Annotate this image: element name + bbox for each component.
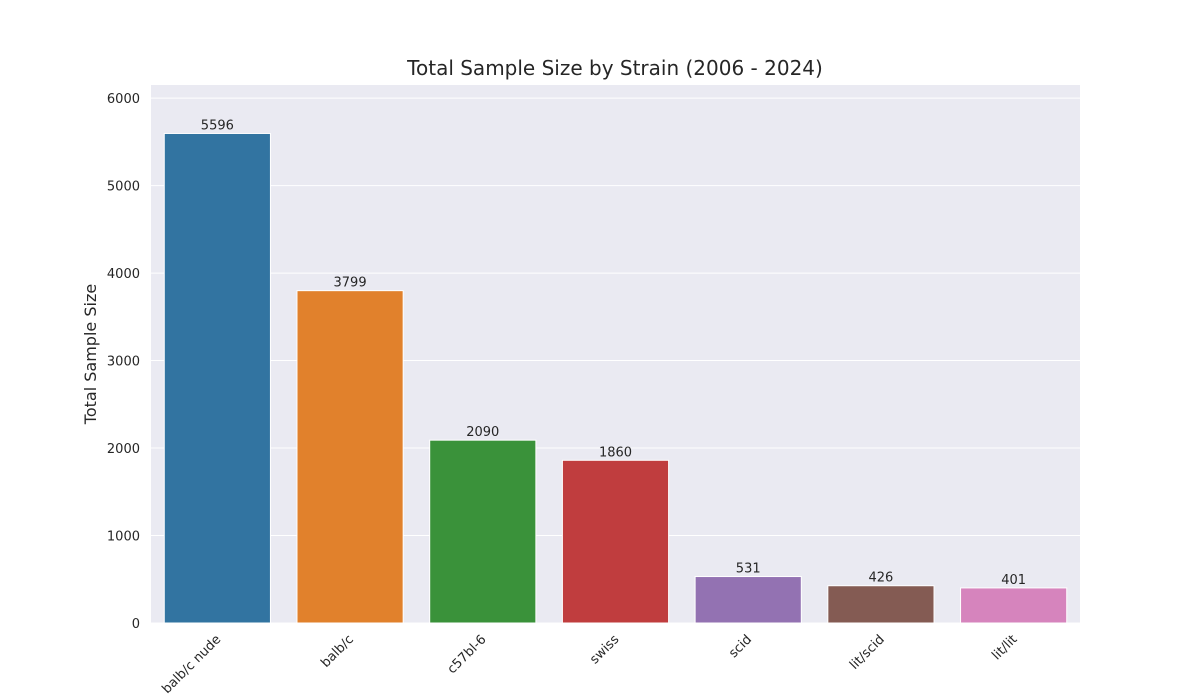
bar bbox=[694, 576, 802, 624]
y-tick-label: 3000 bbox=[107, 355, 140, 370]
y-tick-label: 1000 bbox=[107, 530, 140, 545]
x-tick-label: balb/c nude bbox=[159, 632, 224, 697]
x-tick-label: swiss bbox=[587, 632, 622, 667]
y-tick-label: 0 bbox=[132, 617, 140, 632]
bar bbox=[960, 587, 1068, 624]
y-axis-label: Total Sample Size bbox=[81, 284, 100, 425]
bar-value-label: 5596 bbox=[201, 118, 234, 133]
chart-title: Total Sample Size by Strain (2006 - 2024… bbox=[406, 56, 823, 80]
bar-value-label: 531 bbox=[736, 562, 761, 577]
bar-value-label: 2090 bbox=[466, 425, 499, 440]
x-tick-label: balb/c bbox=[318, 632, 357, 671]
x-tick-label: scid bbox=[726, 632, 755, 661]
bar bbox=[827, 585, 935, 624]
bars bbox=[163, 132, 1068, 624]
y-tick-label: 4000 bbox=[107, 267, 140, 282]
bar bbox=[429, 439, 537, 624]
bar-value-label: 3799 bbox=[334, 276, 367, 291]
bar-value-labels: 5596 3799 2090 1860 531 426 401 bbox=[201, 118, 1026, 587]
bar bbox=[163, 132, 271, 624]
bar-value-label: 401 bbox=[1001, 573, 1026, 588]
y-tick-label: 2000 bbox=[107, 442, 140, 457]
bar bbox=[561, 459, 670, 624]
x-axis-ticks: balb/c nude balb/c c57bl-6 swiss scid lit/sci… bbox=[159, 632, 1020, 697]
y-tick-label: 6000 bbox=[107, 92, 140, 107]
x-tick-label: lit/lit bbox=[989, 632, 1020, 663]
bar-value-label: 1860 bbox=[599, 445, 632, 460]
x-tick-label: lit/scid bbox=[847, 632, 888, 673]
bar bbox=[296, 290, 404, 624]
y-axis-ticks: 0 1000 2000 3000 4000 5000 6000 bbox=[107, 92, 140, 632]
x-tick-label: c57bl-6 bbox=[445, 632, 490, 677]
bar-value-label: 426 bbox=[869, 571, 894, 586]
y-tick-label: 5000 bbox=[107, 180, 140, 195]
